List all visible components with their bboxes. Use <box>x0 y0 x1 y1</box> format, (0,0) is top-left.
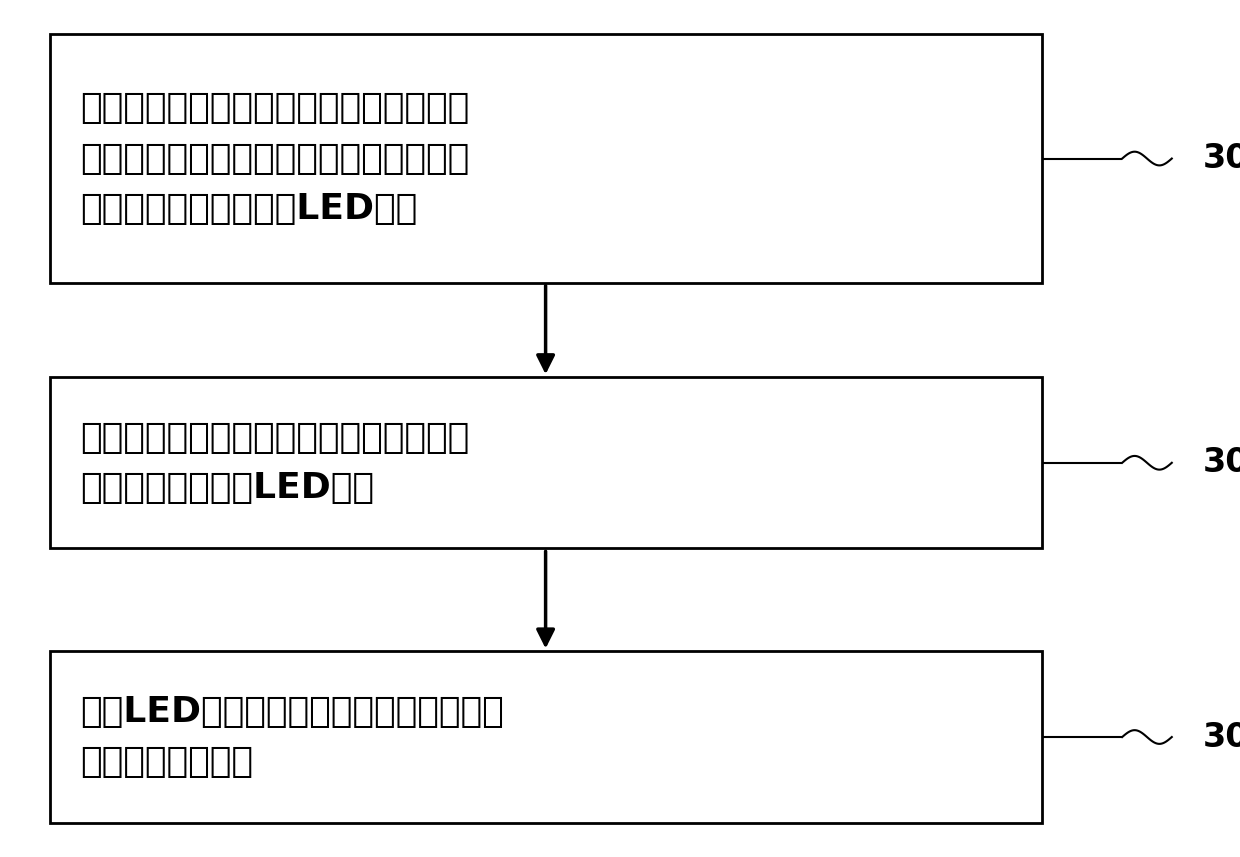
Bar <box>50 34 1042 283</box>
Text: 选择碳足迹为第一数值或更低的太阳能电
池板和碳足迹为第二数值或更低且转换效
率为第三数值或更高的LED光源: 选择碳足迹为第一数值或更低的太阳能电 池板和碳足迹为第二数值或更低且转换效 率为… <box>81 92 470 225</box>
Text: 将由LED光源产生的光子引导到可产生光
合作用的生长植物: 将由LED光源产生的光子引导到可产生光 合作用的生长植物 <box>81 695 505 779</box>
Text: 302: 302 <box>1203 446 1240 479</box>
Bar <box>50 377 1042 548</box>
Text: 将可以固定在温室上并暴露于太阳光的太
阳能电池板连接到LED光源: 将可以固定在温室上并暴露于太阳光的太 阳能电池板连接到LED光源 <box>81 421 470 505</box>
Text: 301: 301 <box>1203 142 1240 175</box>
Bar <box>50 651 1042 823</box>
Text: 303: 303 <box>1203 721 1240 753</box>
